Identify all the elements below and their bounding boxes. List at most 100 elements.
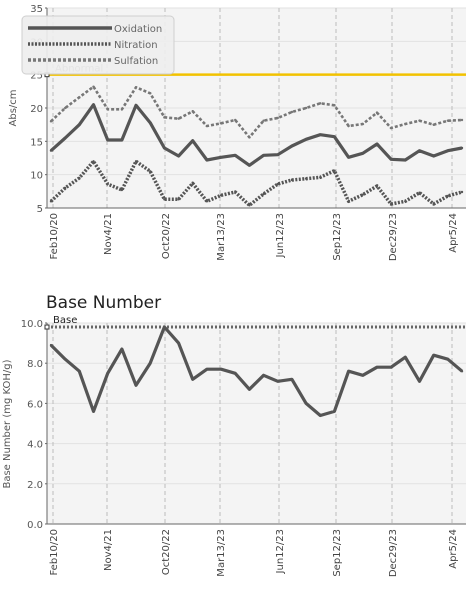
data-point-base-number — [446, 357, 450, 361]
data-point-oxidation — [418, 149, 421, 152]
data-point-sulfation — [290, 110, 294, 114]
data-point-oxidation — [276, 153, 279, 156]
y-tick-label: 25 — [30, 71, 43, 82]
data-point-sulfation — [92, 85, 95, 88]
data-point-sulfation — [375, 111, 379, 114]
y-tick-label: 10.0 — [21, 319, 43, 330]
y-tick-label: 0.0 — [27, 520, 43, 531]
data-point-base-number — [134, 384, 138, 387]
data-point-nitration — [446, 194, 450, 198]
x-tick-label: Dec29/23 — [388, 529, 399, 577]
data-point-nitration — [205, 200, 209, 203]
data-point-sulfation — [248, 136, 251, 139]
data-point-base-number — [163, 325, 166, 329]
data-point-sulfation — [432, 123, 435, 126]
data-point-nitration — [319, 176, 322, 179]
data-point-base-number — [120, 347, 124, 351]
reference-label-base: Base — [53, 315, 77, 326]
reference-marker — [44, 324, 50, 330]
data-point-sulfation — [276, 116, 279, 120]
data-point-base-number — [418, 380, 421, 383]
data-point-oxidation — [78, 123, 81, 126]
data-point-nitration — [361, 193, 364, 196]
data-point-oxidation — [404, 158, 407, 162]
x-tick-label: Dec29/23 — [388, 213, 399, 261]
data-point-base-number — [290, 378, 294, 381]
data-point-oxidation — [347, 156, 350, 159]
x-tick-label: Sep12/23 — [332, 529, 343, 577]
data-point-oxidation — [177, 154, 180, 158]
data-point-oxidation — [120, 138, 124, 142]
chart-2-title: Base Number — [46, 293, 162, 313]
data-point-base-number — [191, 378, 194, 381]
data-point-nitration — [149, 170, 152, 173]
data-point-nitration — [191, 182, 194, 185]
y-tick-label: 6.0 — [27, 399, 43, 410]
data-point-nitration — [432, 202, 435, 206]
data-point-oxidation — [248, 164, 251, 167]
plot-area — [47, 323, 466, 524]
data-point-base-number — [389, 366, 393, 369]
data-point-sulfation — [446, 119, 450, 122]
data-point-sulfation — [389, 126, 393, 130]
x-tick-label: Nov4/21 — [103, 213, 114, 255]
data-point-oxidation — [134, 104, 138, 107]
data-point-sulfation — [163, 116, 166, 119]
data-point-nitration — [404, 200, 407, 203]
data-point-base-number — [262, 374, 265, 377]
data-point-base-number — [248, 388, 251, 391]
y-tick-label: 20 — [30, 104, 43, 115]
data-point-nitration — [389, 202, 393, 206]
data-point-nitration — [163, 198, 166, 201]
data-point-base-number — [304, 402, 308, 405]
data-point-nitration — [333, 169, 336, 172]
series-line-nitration — [49, 159, 463, 208]
data-point-base-number — [361, 374, 364, 377]
data-point-nitration — [134, 160, 138, 163]
data-point-oxidation — [262, 154, 265, 157]
data-point-oxidation — [432, 154, 435, 158]
series-line-oxidation — [49, 103, 463, 167]
data-point-base-number — [347, 370, 350, 373]
data-point-base-number — [106, 372, 109, 375]
data-point-base-number — [78, 370, 81, 373]
data-point-nitration — [177, 198, 180, 201]
x-tick-label: Apr5/24 — [448, 213, 459, 253]
y-tick-label: 10 — [30, 171, 43, 182]
data-point-oxidation — [234, 154, 237, 157]
data-point-oxidation — [63, 136, 67, 140]
data-point-sulfation — [304, 106, 308, 110]
data-point-oxidation — [375, 142, 379, 146]
data-point-nitration — [248, 204, 251, 207]
series-line-base-number — [49, 325, 464, 418]
data-point-oxidation — [106, 138, 109, 142]
y-axis-title: Abs/cm — [8, 89, 19, 126]
data-point-oxidation — [304, 138, 308, 141]
data-point-base-number — [460, 370, 464, 373]
data-point-base-number — [404, 355, 407, 359]
data-point-nitration — [49, 200, 53, 203]
data-point-nitration — [460, 190, 464, 194]
legend-label-oxidation: Oxidation — [114, 24, 162, 35]
y-tick-label: 2.0 — [27, 480, 43, 491]
y-tick-label: 15 — [30, 137, 43, 148]
data-point-oxidation — [389, 158, 393, 161]
x-tick-label: Oct20/22 — [161, 213, 172, 259]
x-tick-label: Nov4/21 — [103, 529, 114, 571]
data-point-sulfation — [63, 106, 67, 110]
y-tick-label: 35 — [30, 4, 43, 15]
data-point-sulfation — [234, 118, 237, 122]
data-point-sulfation — [460, 118, 464, 122]
data-point-sulfation — [191, 110, 194, 113]
data-point-sulfation — [404, 122, 407, 126]
data-point-oxidation — [149, 121, 152, 124]
data-point-base-number — [149, 362, 152, 365]
data-point-nitration — [78, 176, 81, 180]
data-point-sulfation — [177, 117, 180, 120]
legend-label-sulfation: Sulfation — [114, 56, 158, 67]
data-point-sulfation — [361, 122, 364, 126]
data-point-sulfation — [333, 104, 336, 107]
data-point-sulfation — [120, 108, 124, 111]
